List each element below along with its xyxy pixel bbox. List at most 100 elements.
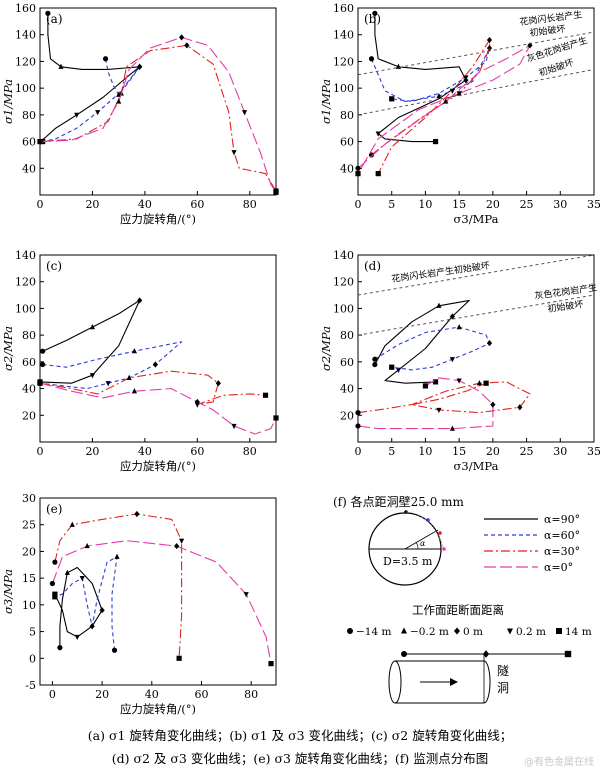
data-point-b-0-0 bbox=[372, 10, 378, 16]
tunnel-body bbox=[395, 660, 491, 704]
legend-label-0: α=90° bbox=[544, 513, 580, 526]
y-tick-label-d: 40 bbox=[340, 383, 354, 396]
data-point-d-3-0 bbox=[355, 423, 361, 429]
annotation-d-1: 灰色花岗岩产生 bbox=[534, 281, 598, 302]
markers-title: 工作面距断面距离 bbox=[412, 603, 504, 617]
data-point-c-2-2 bbox=[215, 380, 221, 387]
y-tick-label-a: 40 bbox=[22, 162, 36, 175]
series-line-c-2 bbox=[40, 370, 266, 406]
data-point-a-2-3 bbox=[231, 150, 237, 156]
x-axis-label-e: 应力旋转角/(°) bbox=[120, 702, 196, 716]
panel-label-b: (b) bbox=[364, 12, 381, 26]
plot-frame-a bbox=[39, 7, 277, 196]
y-tick-label-e: -5 bbox=[25, 679, 36, 692]
y-tick-label-c: 40 bbox=[22, 383, 36, 396]
y-tick-label-e: 30 bbox=[22, 492, 36, 505]
data-point-a-1-2 bbox=[137, 63, 143, 70]
x-tick-label-e: 80 bbox=[244, 688, 258, 701]
data-point-c-1-2 bbox=[152, 361, 158, 368]
y-tick-label-a: 160 bbox=[15, 2, 36, 15]
y-tick-label-a: 120 bbox=[15, 55, 36, 68]
data-point-a-3-3 bbox=[241, 110, 248, 116]
data-point-d-3-2 bbox=[490, 401, 496, 408]
y-axis-label-e: σ3/MPa bbox=[1, 569, 15, 614]
data-point-d-2-2 bbox=[517, 404, 523, 411]
data-point-c-2-3 bbox=[194, 402, 200, 408]
legend-label-3: α=0° bbox=[544, 561, 573, 574]
data-point-b-3-0 bbox=[355, 165, 361, 171]
y-tick-label-b: 60 bbox=[340, 136, 354, 149]
legend-marker-label-0: −14 m bbox=[356, 626, 391, 638]
y-tick-label-d: 80 bbox=[340, 329, 354, 342]
data-point-b-3-1 bbox=[443, 98, 449, 104]
data-point-d-0-0 bbox=[372, 361, 378, 368]
data-point-c-1-0 bbox=[40, 361, 46, 368]
data-point-b-1-4 bbox=[389, 96, 395, 102]
data-point-c-2-4 bbox=[262, 392, 269, 398]
data-point-e-3-3 bbox=[243, 592, 249, 598]
y-tick-label-c: 140 bbox=[15, 249, 36, 262]
data-point-c-0-0 bbox=[40, 348, 46, 354]
y-tick-label-d: 60 bbox=[340, 356, 354, 369]
data-point-e-3-1 bbox=[84, 542, 90, 549]
data-point-d-1-2 bbox=[486, 340, 493, 347]
y-tick-label-b: 40 bbox=[340, 162, 354, 175]
chart-b: 0 5 10 15 20 25 30 35 40 60 80 100 120 140 160 σ3/MPa σ1… bbox=[319, 2, 600, 226]
x-tick-label-b: 20 bbox=[486, 198, 500, 211]
data-point-e-0-2 bbox=[99, 607, 105, 614]
y-tick-label-c: 20 bbox=[22, 409, 36, 422]
x-tick-label-b: 30 bbox=[553, 198, 567, 211]
x-tick-label-d: 15 bbox=[452, 445, 466, 458]
data-point-d-0-2 bbox=[449, 313, 455, 320]
data-point-a-3-2 bbox=[179, 34, 185, 41]
data-point-c-3-1 bbox=[131, 388, 137, 394]
y-tick-label-e: 0 bbox=[29, 652, 36, 665]
x-tick-label-c: 40 bbox=[138, 445, 152, 458]
x-tick-label-c: 0 bbox=[37, 445, 44, 458]
series-line-d-1 bbox=[374, 326, 491, 371]
legend-marker-3 bbox=[507, 628, 513, 635]
series-line-d-3 bbox=[358, 377, 494, 430]
legend-marker-label-1: −0.2 m bbox=[410, 626, 449, 638]
data-point-a-3-4 bbox=[273, 189, 279, 195]
data-point-e-0-4 bbox=[52, 591, 58, 597]
data-point-e-2-0 bbox=[52, 559, 58, 565]
data-point-c-3-4 bbox=[273, 415, 279, 421]
watermark: @有色金属在线 bbox=[524, 757, 594, 768]
y-tick-label-a: 140 bbox=[15, 29, 36, 42]
data-point-d-0-1 bbox=[436, 302, 442, 308]
y-tick-label-b: 80 bbox=[340, 109, 354, 122]
data-point-c-3-2 bbox=[194, 398, 200, 406]
data-point-b-2-2 bbox=[486, 36, 493, 44]
y-tick-label-a: 100 bbox=[15, 82, 36, 95]
panel-f-title: (f) 各点距洞壁25.0 mm bbox=[333, 494, 465, 509]
x-tick-label-b: 25 bbox=[520, 198, 534, 211]
series-line-c-0 bbox=[40, 299, 141, 384]
data-point-d-2-3 bbox=[436, 407, 442, 414]
data-point-c-0-2 bbox=[137, 297, 143, 304]
monitor-point-90 bbox=[404, 510, 408, 514]
x-tick-label-a: 60 bbox=[190, 198, 204, 211]
series-line-a-1 bbox=[42, 58, 141, 143]
y-tick-label-b: 100 bbox=[333, 82, 354, 95]
y-tick-label-e: 20 bbox=[22, 545, 36, 558]
series-line-e-1 bbox=[54, 556, 118, 651]
x-axis-label-d: σ3/MPa bbox=[454, 459, 499, 473]
legend-marker-2 bbox=[454, 627, 460, 635]
data-point-e-0-3 bbox=[74, 634, 80, 641]
measure-end bbox=[564, 650, 572, 658]
series-line-b-1 bbox=[370, 47, 491, 103]
x-tick-label-a: 0 bbox=[37, 198, 44, 211]
data-point-e-0-0 bbox=[57, 645, 63, 651]
data-point-c-3-0 bbox=[37, 380, 43, 386]
x-axis-label-b: σ3/MPa bbox=[454, 212, 499, 226]
data-point-d-3-3 bbox=[456, 378, 462, 384]
alpha-symbol: α bbox=[420, 539, 426, 548]
caption-line-1: (a) σ1 旋转角变化曲线；(b) σ1 及 σ3 变化曲线；(c) σ2 旋… bbox=[87, 728, 513, 743]
data-point-d-1-3 bbox=[449, 357, 455, 363]
x-tick-label-d: 5 bbox=[388, 445, 395, 458]
data-point-a-3-1 bbox=[116, 98, 122, 104]
alpha-line bbox=[404, 529, 439, 550]
tunnel-mouth bbox=[388, 660, 402, 704]
x-tick-label-c: 60 bbox=[190, 445, 204, 458]
